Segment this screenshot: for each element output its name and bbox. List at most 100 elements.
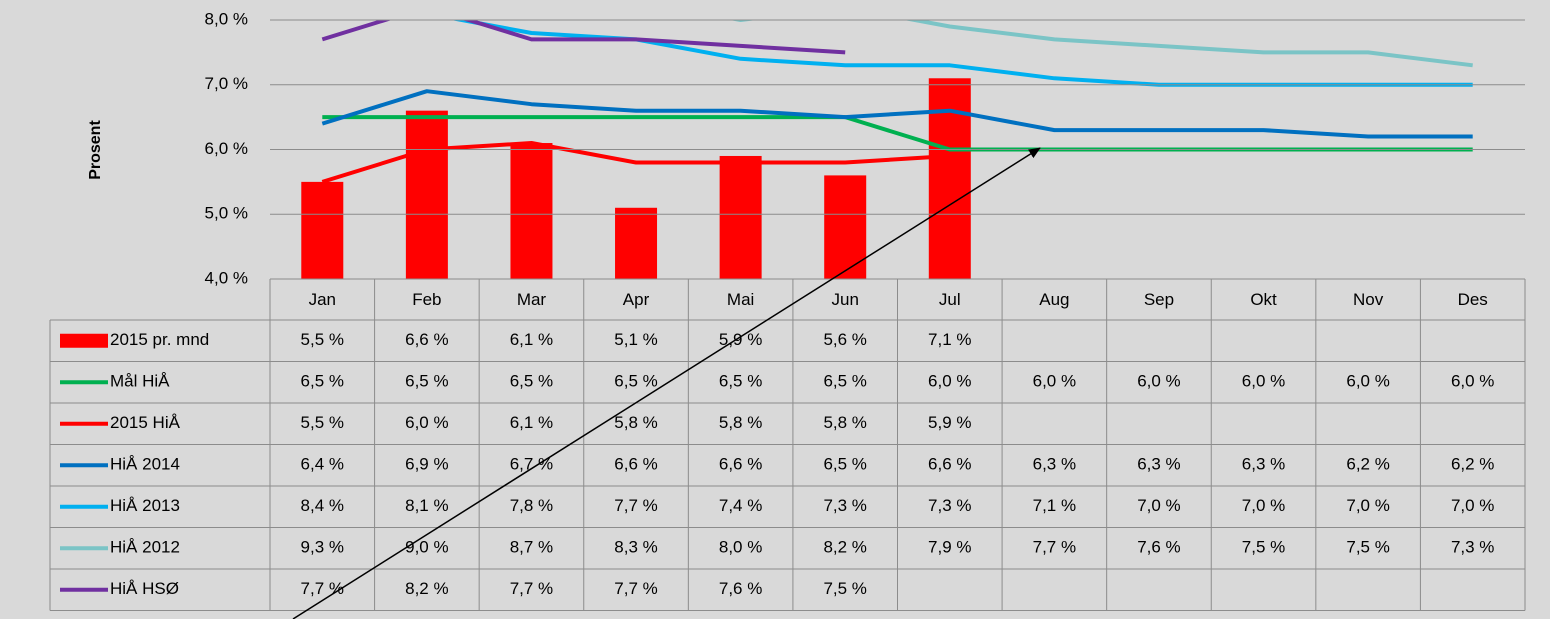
- data-label: 7,3 %: [928, 496, 971, 515]
- bar: [824, 175, 867, 279]
- y-tick-label: 4,0 %: [205, 268, 248, 287]
- y-tick-label: 7,0 %: [205, 74, 248, 93]
- legend-label: HiÅ 2012: [110, 538, 180, 557]
- y-tick-label: 8,0 %: [205, 9, 248, 28]
- data-label: 6,3 %: [1137, 455, 1180, 474]
- data-label: 5,1 %: [614, 330, 657, 349]
- x-tick-label: Mai: [727, 290, 754, 309]
- data-label: 7,6 %: [1137, 538, 1180, 557]
- data-label: 6,5 %: [823, 372, 866, 391]
- legend-label: Mål HiÅ: [110, 372, 170, 391]
- x-tick-label: Sep: [1144, 290, 1174, 309]
- data-label: 5,8 %: [614, 413, 657, 432]
- data-label: 6,1 %: [510, 413, 553, 432]
- data-label: 7,1 %: [928, 330, 971, 349]
- data-label: 6,6 %: [405, 330, 448, 349]
- x-tick-label: Mar: [517, 290, 547, 309]
- x-tick-label: Jun: [831, 290, 858, 309]
- data-label: 6,5 %: [510, 372, 553, 391]
- data-label: 7,6 %: [719, 579, 762, 598]
- data-label: 7,1 %: [1033, 496, 1076, 515]
- data-label: 8,1 %: [405, 496, 448, 515]
- data-label: 6,0 %: [1242, 372, 1285, 391]
- data-label: 8,2 %: [405, 579, 448, 598]
- y-axis-title: Prosent: [87, 120, 104, 180]
- data-label: 8,3 %: [614, 538, 657, 557]
- data-label: 7,8 %: [510, 496, 553, 515]
- data-label: 5,5 %: [301, 330, 344, 349]
- legend-label: HiÅ HSØ: [110, 579, 179, 598]
- data-label: 6,3 %: [1033, 455, 1076, 474]
- data-label: 6,7 %: [510, 455, 553, 474]
- data-label: 6,2 %: [1451, 455, 1494, 474]
- data-label: 7,0 %: [1451, 496, 1494, 515]
- data-label: 7,5 %: [823, 579, 866, 598]
- data-label: 8,7 %: [510, 538, 553, 557]
- x-tick-label: Feb: [412, 290, 441, 309]
- data-label: 7,7 %: [1033, 538, 1076, 557]
- legend-label: 2015 HiÅ: [110, 413, 181, 432]
- data-label: 6,6 %: [614, 455, 657, 474]
- legend-label: HiÅ 2014: [110, 455, 180, 474]
- data-label: 6,6 %: [928, 455, 971, 474]
- data-label: 7,7 %: [614, 579, 657, 598]
- data-label: 6,5 %: [823, 455, 866, 474]
- data-label: 9,3 %: [301, 538, 344, 557]
- bar: [719, 155, 762, 279]
- bar: [301, 181, 344, 279]
- data-label: 7,9 %: [928, 538, 971, 557]
- data-label: 5,8 %: [719, 413, 762, 432]
- data-label: 7,0 %: [1137, 496, 1180, 515]
- data-label: 7,4 %: [719, 496, 762, 515]
- data-label: 6,0 %: [1033, 372, 1076, 391]
- data-label: 6,5 %: [405, 372, 448, 391]
- data-label: 6,0 %: [1137, 372, 1180, 391]
- data-label: 6,0 %: [1346, 372, 1389, 391]
- data-label: 6,1 %: [510, 330, 553, 349]
- bar: [615, 207, 658, 279]
- data-label: 6,5 %: [301, 372, 344, 391]
- data-label: 6,0 %: [1451, 372, 1494, 391]
- line: [321, 89, 1473, 139]
- data-label: 5,8 %: [823, 413, 866, 432]
- data-label: 7,7 %: [301, 579, 344, 598]
- y-tick-label: 6,0 %: [205, 139, 248, 158]
- legend-key: [60, 333, 108, 348]
- x-tick-label: Nov: [1353, 290, 1384, 309]
- data-label: 7,5 %: [1346, 538, 1389, 557]
- data-label: 8,0 %: [719, 538, 762, 557]
- data-label: 7,0 %: [1346, 496, 1389, 515]
- data-label: 7,7 %: [510, 579, 553, 598]
- data-label: 8,4 %: [301, 496, 344, 515]
- x-tick-label: Des: [1458, 290, 1488, 309]
- bar: [928, 78, 971, 279]
- x-tick-label: Jul: [939, 290, 961, 309]
- data-label: 9,0 %: [405, 538, 448, 557]
- legend-label: HiÅ 2013: [110, 496, 180, 515]
- data-label: 7,7 %: [614, 496, 657, 515]
- data-label: 7,3 %: [823, 496, 866, 515]
- data-label: 7,3 %: [1451, 538, 1494, 557]
- line: [450, 20, 1473, 87]
- plot-area: [301, 20, 1473, 279]
- data-label: 6,0 %: [928, 372, 971, 391]
- x-tick-label: Apr: [623, 290, 650, 309]
- data-label: 6,2 %: [1346, 455, 1389, 474]
- annotation-arrow: [292, 147, 1041, 619]
- bar: [510, 143, 553, 279]
- data-label: 5,9 %: [928, 413, 971, 432]
- line: [729, 20, 1473, 68]
- data-label: 6,9 %: [405, 455, 448, 474]
- data-label: 6,5 %: [719, 372, 762, 391]
- x-tick-label: Okt: [1250, 290, 1277, 309]
- data-label: 5,6 %: [823, 330, 866, 349]
- bar: [405, 110, 448, 279]
- legend-label: 2015 pr. mnd: [110, 330, 209, 349]
- data-label: 7,0 %: [1242, 496, 1285, 515]
- x-tick-label: Aug: [1039, 290, 1069, 309]
- y-tick-label: 5,0 %: [205, 204, 248, 223]
- data-label: 6,4 %: [301, 455, 344, 474]
- data-label: 6,5 %: [614, 372, 657, 391]
- line: [321, 20, 846, 55]
